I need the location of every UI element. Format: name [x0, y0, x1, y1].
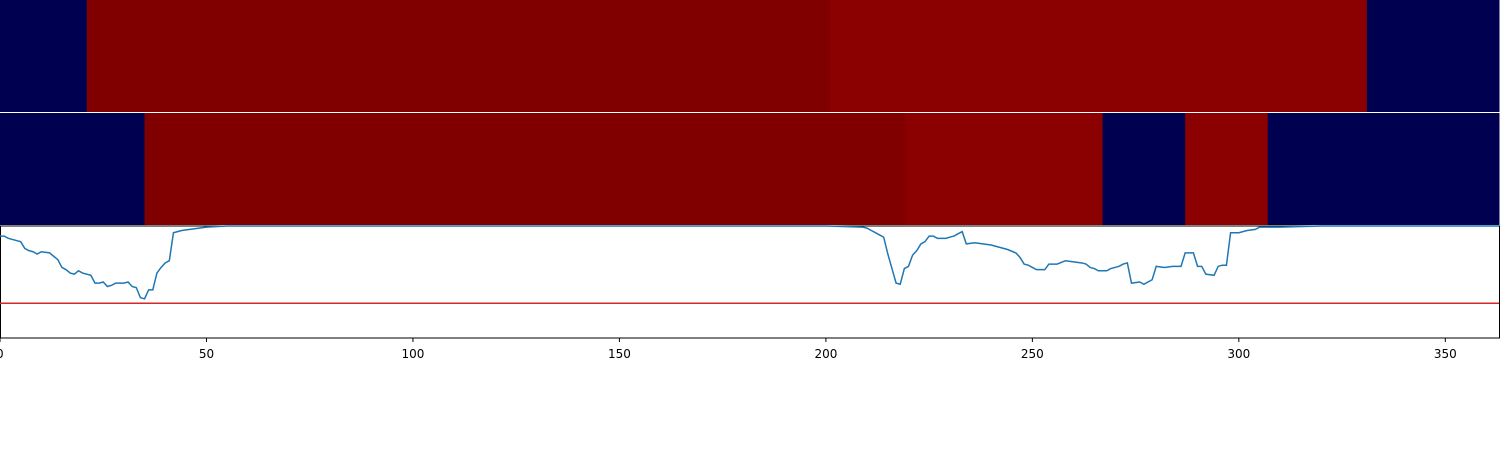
x-tick-label-350: 350: [1434, 347, 1457, 361]
x-axis: 0 50 100 150 200 250 300 350: [0, 338, 1457, 361]
heatmap-top-segment-3: [1366, 0, 1500, 112]
heatmap-middle-segment-0: [0, 113, 146, 225]
x-tick-label-300: 300: [1227, 347, 1250, 361]
heatmap-top-segment-2: [830, 0, 1368, 112]
line-panel: [0, 225, 1500, 339]
heatmap-middle-segment-1: [144, 113, 905, 225]
heatmap-top-segment-0: [0, 0, 88, 112]
x-tick-label-200: 200: [814, 347, 837, 361]
x-tick-label-250: 250: [1021, 347, 1044, 361]
heatmap-middle-segment-4: [1185, 113, 1269, 225]
x-tick-label-100: 100: [401, 347, 424, 361]
heatmap-middle: [0, 113, 1500, 225]
line-panel-frame: [0, 225, 1500, 339]
x-tick-label-0: 0: [0, 347, 4, 361]
x-tick-label-150: 150: [608, 347, 631, 361]
heatmap-middle-segment-2: [904, 113, 1104, 225]
series-line: [0, 225, 1499, 300]
heatmap-middle-segment-3: [1102, 113, 1186, 225]
heatmap-top: [0, 0, 1500, 112]
heatmap-middle-segment-5: [1267, 113, 1500, 225]
heatmap-top-segment-1: [86, 0, 831, 112]
x-tick-label-50: 50: [199, 347, 214, 361]
